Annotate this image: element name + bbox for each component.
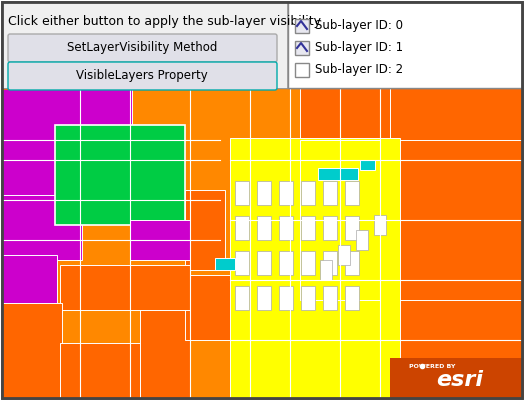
Text: Sub-layer ID: 1: Sub-layer ID: 1 <box>315 42 403 54</box>
Bar <box>380 88 522 300</box>
Bar <box>2 88 522 398</box>
Bar <box>345 216 359 240</box>
Bar <box>301 216 315 240</box>
Bar <box>301 286 315 310</box>
Bar <box>60 343 140 398</box>
Bar <box>257 251 271 275</box>
Bar <box>323 216 337 240</box>
Bar <box>300 88 390 140</box>
Bar <box>288 2 522 88</box>
Bar <box>345 181 359 205</box>
Bar <box>356 230 368 250</box>
Text: Click either button to apply the sub-layer visibility: Click either button to apply the sub-lay… <box>8 15 321 28</box>
Bar <box>301 251 315 275</box>
Text: VisibleLayers Property: VisibleLayers Property <box>76 70 208 82</box>
Bar <box>360 160 375 170</box>
Bar <box>320 260 332 280</box>
Bar <box>279 181 293 205</box>
Bar <box>345 251 359 275</box>
Bar <box>295 63 309 77</box>
Bar <box>185 275 245 340</box>
Bar <box>185 190 225 270</box>
Bar <box>301 181 315 205</box>
Bar <box>323 181 337 205</box>
Bar <box>390 88 522 140</box>
Bar <box>235 251 249 275</box>
Bar <box>279 251 293 275</box>
Bar <box>2 2 287 88</box>
Bar <box>323 251 337 275</box>
Bar <box>295 19 309 33</box>
Bar <box>2 255 57 310</box>
Bar <box>300 298 522 398</box>
Bar <box>323 286 337 310</box>
FancyBboxPatch shape <box>8 62 277 90</box>
Bar <box>295 41 309 55</box>
Bar <box>235 181 249 205</box>
Bar <box>374 215 386 235</box>
Bar <box>140 308 190 398</box>
Bar <box>230 138 400 398</box>
Bar <box>55 125 185 225</box>
Bar <box>235 216 249 240</box>
Bar <box>257 286 271 310</box>
Bar <box>390 358 524 398</box>
Bar <box>257 216 271 240</box>
Bar <box>279 286 293 310</box>
Text: esri: esri <box>436 370 484 390</box>
Bar <box>130 265 190 310</box>
Text: POWERED BY: POWERED BY <box>409 364 455 370</box>
Text: SetLayerVisibility Method: SetLayerVisibility Method <box>67 42 217 54</box>
Bar <box>2 303 62 398</box>
Bar <box>2 88 132 200</box>
Bar <box>2 195 82 260</box>
Text: Sub-layer ID: 0: Sub-layer ID: 0 <box>315 20 403 32</box>
Bar <box>318 168 358 180</box>
Bar <box>300 140 380 300</box>
Bar <box>257 181 271 205</box>
FancyBboxPatch shape <box>8 34 277 62</box>
Bar <box>215 258 235 270</box>
Bar <box>279 216 293 240</box>
Bar <box>235 286 249 310</box>
Bar <box>2 85 152 90</box>
Bar <box>130 220 190 260</box>
Text: Sub-layer ID: 2: Sub-layer ID: 2 <box>315 64 403 76</box>
Bar <box>60 265 130 310</box>
Bar <box>345 286 359 310</box>
Bar <box>2 2 522 88</box>
Bar <box>338 245 350 265</box>
